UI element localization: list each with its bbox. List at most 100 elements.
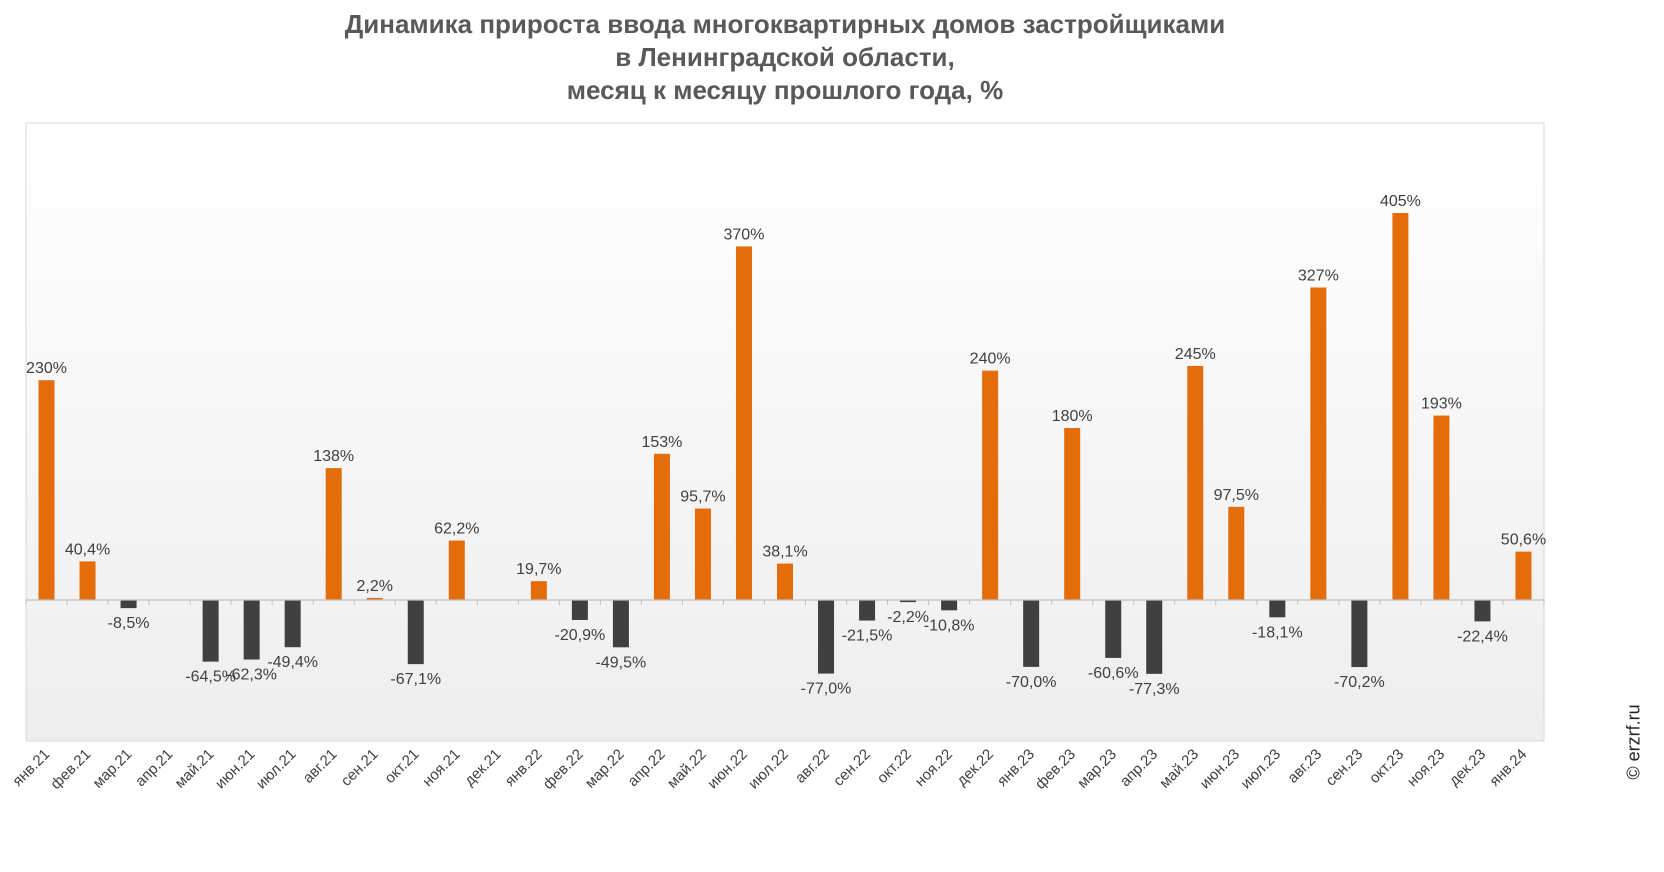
data-label: 50,6% xyxy=(1501,532,1546,549)
data-label: -64,5% xyxy=(185,669,236,686)
bar xyxy=(859,600,876,621)
data-label: -77,3% xyxy=(1129,681,1180,698)
x-tick-label: апр.22 xyxy=(624,746,668,790)
data-label: 38,1% xyxy=(762,544,807,561)
x-tick-label: мар.22 xyxy=(582,746,628,792)
data-label: 62,2% xyxy=(434,521,479,538)
x-tick-label: янв.24 xyxy=(1486,746,1530,790)
x-tick-label: сен.22 xyxy=(830,746,874,790)
data-label: 193% xyxy=(1421,396,1462,413)
bar xyxy=(941,600,958,611)
bars-layer xyxy=(38,213,1532,674)
data-label: 230% xyxy=(26,360,67,377)
x-tick-label: ноя.21 xyxy=(419,746,463,790)
bar xyxy=(1228,506,1245,600)
data-label: -62,3% xyxy=(226,667,277,684)
x-tick-label: фев.22 xyxy=(540,746,587,793)
data-label: 2,2% xyxy=(356,578,392,595)
data-label: -20,9% xyxy=(555,627,606,644)
bar xyxy=(694,508,711,600)
data-label: -67,1% xyxy=(390,671,441,688)
plot-area xyxy=(25,122,1545,742)
x-tick-label: июл.22 xyxy=(745,746,792,793)
bar xyxy=(1146,600,1163,674)
bar xyxy=(202,600,219,662)
data-label: 40,4% xyxy=(65,541,110,558)
data-label: -60,6% xyxy=(1088,665,1139,682)
x-tick-label: май.22 xyxy=(664,746,710,792)
data-label: 138% xyxy=(313,448,354,465)
data-label: 153% xyxy=(641,434,682,451)
bar xyxy=(1105,600,1122,658)
x-tick-label: сен.23 xyxy=(1322,746,1366,790)
bar xyxy=(38,380,55,600)
x-tick-label: мар.21 xyxy=(90,746,136,792)
bar xyxy=(1351,600,1368,668)
bar xyxy=(407,600,424,665)
data-label: 240% xyxy=(970,351,1011,368)
bar xyxy=(653,453,670,600)
bar xyxy=(1433,415,1450,600)
data-label: 405% xyxy=(1380,193,1421,210)
x-tick-label: июн.22 xyxy=(704,746,751,793)
bar xyxy=(1392,213,1409,600)
bar xyxy=(571,600,588,620)
axis-ticks-layer xyxy=(25,600,1545,605)
data-label: 180% xyxy=(1052,408,1093,425)
x-tick-label: май.23 xyxy=(1156,746,1202,792)
data-label: 19,7% xyxy=(516,561,561,578)
x-tick-label: авг.22 xyxy=(792,746,833,787)
x-tick-label: июн.21 xyxy=(212,746,259,793)
bar xyxy=(777,563,793,600)
data-label: 95,7% xyxy=(680,489,725,506)
bar xyxy=(325,468,342,600)
data-label: -2,2% xyxy=(887,609,929,626)
x-tick-label: дек.21 xyxy=(461,746,504,789)
bar xyxy=(366,597,383,600)
chart-title-line-3: месяц к месяцу прошлого года, % xyxy=(566,75,1004,105)
x-tick-label: июл.21 xyxy=(253,746,300,793)
x-tick-label: янв.21 xyxy=(9,746,53,790)
x-tick-label: авг.21 xyxy=(300,746,341,787)
x-tick-label: ноя.22 xyxy=(912,746,956,790)
chart-title: Динамика прироста ввода многоквартирных … xyxy=(0,8,1570,107)
data-label: -8,5% xyxy=(108,615,150,632)
bar xyxy=(982,370,999,600)
bar xyxy=(1023,600,1040,667)
bar xyxy=(1269,600,1286,618)
chart-title-line-1: Динамика прироста ввода многоквартирных … xyxy=(344,9,1226,39)
x-tick-label: ноя.23 xyxy=(1404,746,1448,790)
bar xyxy=(448,540,465,600)
data-label: -10,8% xyxy=(924,617,975,634)
bar xyxy=(120,600,137,609)
bar xyxy=(818,600,835,674)
x-tick-label: дек.23 xyxy=(1446,746,1489,789)
bar xyxy=(1310,287,1327,600)
x-tick-labels-layer: янв.21фев.21мар.21апр.21май.21июн.21июл.… xyxy=(9,746,1530,793)
x-tick-label: фев.23 xyxy=(1032,746,1079,793)
x-tick-label: июн.23 xyxy=(1197,746,1244,793)
x-tick-label: окт.22 xyxy=(874,746,915,787)
x-tick-label: мар.23 xyxy=(1074,746,1120,792)
data-label: -22,4% xyxy=(1457,628,1508,645)
x-tick-label: окт.23 xyxy=(1366,746,1407,787)
x-tick-label: сен.21 xyxy=(338,746,382,790)
data-label: -49,5% xyxy=(596,654,647,671)
chart-title-line-2: в Ленинградской области, xyxy=(615,42,955,72)
data-label: -77,0% xyxy=(801,681,852,698)
bar xyxy=(284,600,301,648)
x-tick-label: июл.23 xyxy=(1238,746,1285,793)
credit-text: © erzrf.ru xyxy=(1623,704,1644,780)
data-label: 97,5% xyxy=(1214,487,1259,504)
x-tick-label: май.21 xyxy=(172,746,218,792)
bar xyxy=(1187,365,1204,600)
bar xyxy=(612,600,629,648)
data-label: 327% xyxy=(1298,268,1339,285)
bar xyxy=(1064,428,1081,600)
bar xyxy=(243,600,260,660)
bar xyxy=(1474,600,1491,622)
data-labels-layer: 230% 40,4% -8,5% -64,5%-62,3%-49,4% 138% 2,2%… xyxy=(26,193,1546,698)
x-tick-label: фев.21 xyxy=(47,746,94,793)
data-label: -18,1% xyxy=(1252,624,1303,641)
